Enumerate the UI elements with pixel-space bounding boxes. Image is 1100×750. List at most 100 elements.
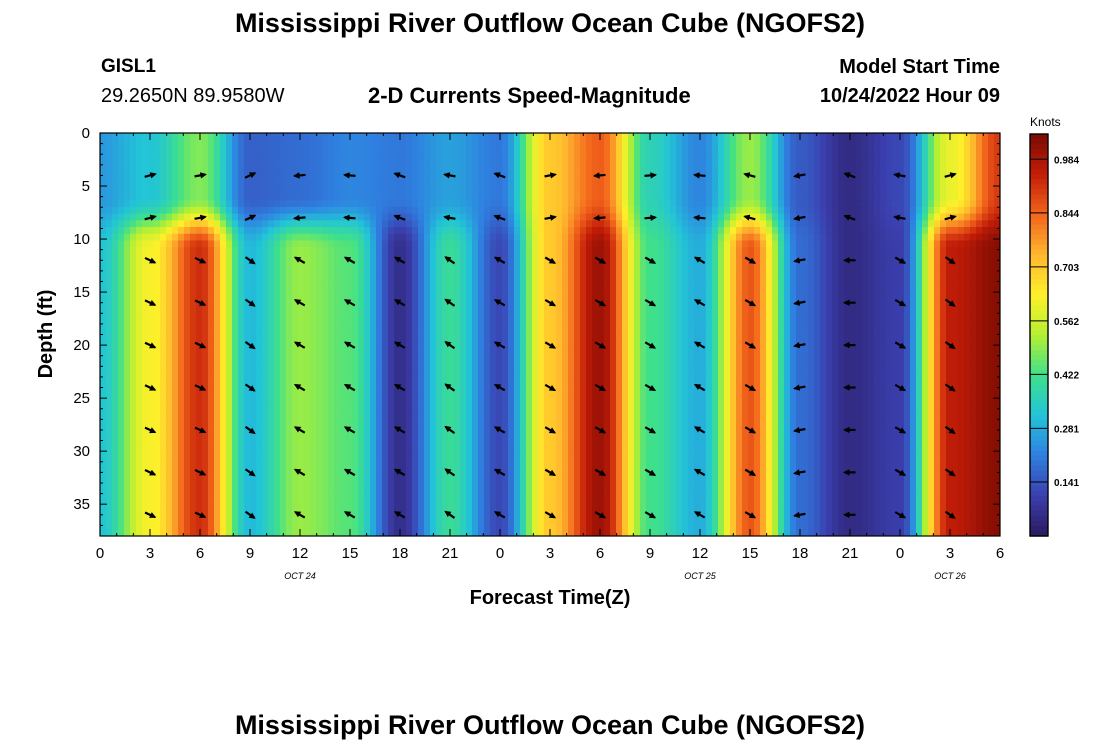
heatmap-cell	[736, 280, 743, 289]
heatmap-cell	[742, 280, 749, 289]
heatmap-cell	[724, 267, 731, 275]
heatmap-cell	[712, 159, 719, 168]
heatmap-cell	[838, 321, 845, 329]
heatmap-cell	[364, 307, 371, 315]
heatmap-cell	[850, 287, 857, 295]
heatmap-cell	[454, 139, 461, 148]
heatmap-cell	[376, 213, 383, 221]
heatmap-cell	[304, 186, 311, 195]
heatmap-cell	[262, 327, 269, 336]
heatmap-cell	[124, 260, 131, 268]
heatmap-cell	[598, 133, 605, 141]
heatmap-cell	[370, 300, 377, 309]
heatmap-cell	[790, 347, 797, 356]
heatmap-cell	[394, 321, 401, 329]
heatmap-cell	[700, 133, 707, 141]
heatmap-cell	[244, 294, 251, 302]
heatmap-cell	[520, 294, 527, 302]
heatmap-cell	[388, 267, 395, 275]
heatmap-cell	[934, 180, 941, 188]
heatmap-cell	[400, 267, 407, 275]
heatmap-cell	[892, 146, 899, 154]
heatmap-cell	[790, 146, 797, 154]
heatmap-cell	[868, 220, 875, 228]
heatmap-cell	[418, 260, 425, 268]
heatmap-cell	[418, 280, 425, 289]
heatmap-cell	[958, 173, 965, 181]
heatmap-cell	[748, 247, 755, 255]
heatmap-cell	[184, 253, 191, 262]
heatmap-cell	[868, 139, 875, 148]
heatmap-cell	[430, 260, 437, 268]
heatmap-cell	[166, 146, 173, 154]
heatmap-cell	[448, 253, 455, 262]
heatmap-cell	[472, 133, 479, 141]
heatmap-cell	[892, 287, 899, 295]
heatmap-cell	[286, 173, 293, 181]
heatmap-cell	[562, 327, 569, 336]
heatmap-cell	[796, 220, 803, 228]
heatmap-cell	[502, 327, 509, 336]
heatmap-cell	[400, 159, 407, 168]
heatmap-cell	[874, 347, 881, 356]
heatmap-cell	[934, 341, 941, 349]
heatmap-cell	[688, 294, 695, 302]
heatmap-cell	[766, 327, 773, 336]
heatmap-cell	[652, 233, 659, 242]
heatmap-cell	[634, 166, 641, 174]
heatmap-cell	[142, 153, 149, 161]
heatmap-cell	[640, 260, 647, 268]
heatmap-cell	[502, 166, 509, 174]
heatmap-cell	[214, 334, 221, 342]
heatmap-cell	[424, 300, 431, 309]
heatmap-cell	[616, 294, 623, 302]
heatmap-cell	[892, 327, 899, 336]
heatmap-cell	[334, 220, 341, 228]
heatmap-cell	[562, 300, 569, 309]
heatmap-cell	[640, 173, 647, 181]
heatmap-cell	[424, 227, 431, 235]
heatmap-cell	[238, 334, 245, 342]
heatmap-cell	[808, 253, 815, 262]
heatmap-cell	[394, 166, 401, 174]
heatmap-cell	[724, 253, 731, 262]
heatmap-cell	[652, 280, 659, 289]
heatmap-cell	[346, 220, 353, 228]
heatmap-cell	[550, 307, 557, 315]
heatmap-cell	[346, 133, 353, 141]
heatmap-cell	[370, 274, 377, 282]
heatmap-cell	[388, 280, 395, 289]
heatmap-cell	[646, 166, 653, 174]
heatmap-cell	[382, 307, 389, 315]
heatmap-cell	[724, 133, 731, 141]
heatmap-cell	[682, 314, 689, 322]
heatmap-cell	[652, 267, 659, 275]
heatmap-cell	[448, 287, 455, 295]
heatmap-cell	[466, 274, 473, 282]
heatmap-cell	[310, 314, 317, 322]
heatmap-cell	[244, 213, 251, 221]
heatmap-cell	[550, 294, 557, 302]
heatmap-cell	[796, 307, 803, 315]
heatmap-cell	[160, 200, 167, 208]
heatmap-cell	[574, 274, 581, 282]
heatmap-cell	[676, 153, 683, 161]
heatmap-cell	[304, 180, 311, 188]
heatmap-cell	[544, 307, 551, 315]
heatmap-cell	[700, 260, 707, 268]
heatmap-cell	[802, 327, 809, 336]
heatmap-cell	[874, 220, 881, 228]
heatmap-cell	[952, 220, 959, 228]
heatmap-cell	[910, 146, 917, 154]
heatmap-cell	[640, 294, 647, 302]
heatmap-cell	[400, 220, 407, 228]
heatmap-cell	[484, 341, 491, 349]
heatmap-cell	[340, 294, 347, 302]
heatmap-cell	[376, 139, 383, 148]
heatmap-cell	[394, 193, 401, 201]
heatmap-cell	[514, 300, 521, 309]
heatmap-cell	[952, 200, 959, 208]
heatmap-cell	[304, 267, 311, 275]
heatmap-cell	[682, 213, 689, 221]
heatmap-cell	[466, 280, 473, 289]
